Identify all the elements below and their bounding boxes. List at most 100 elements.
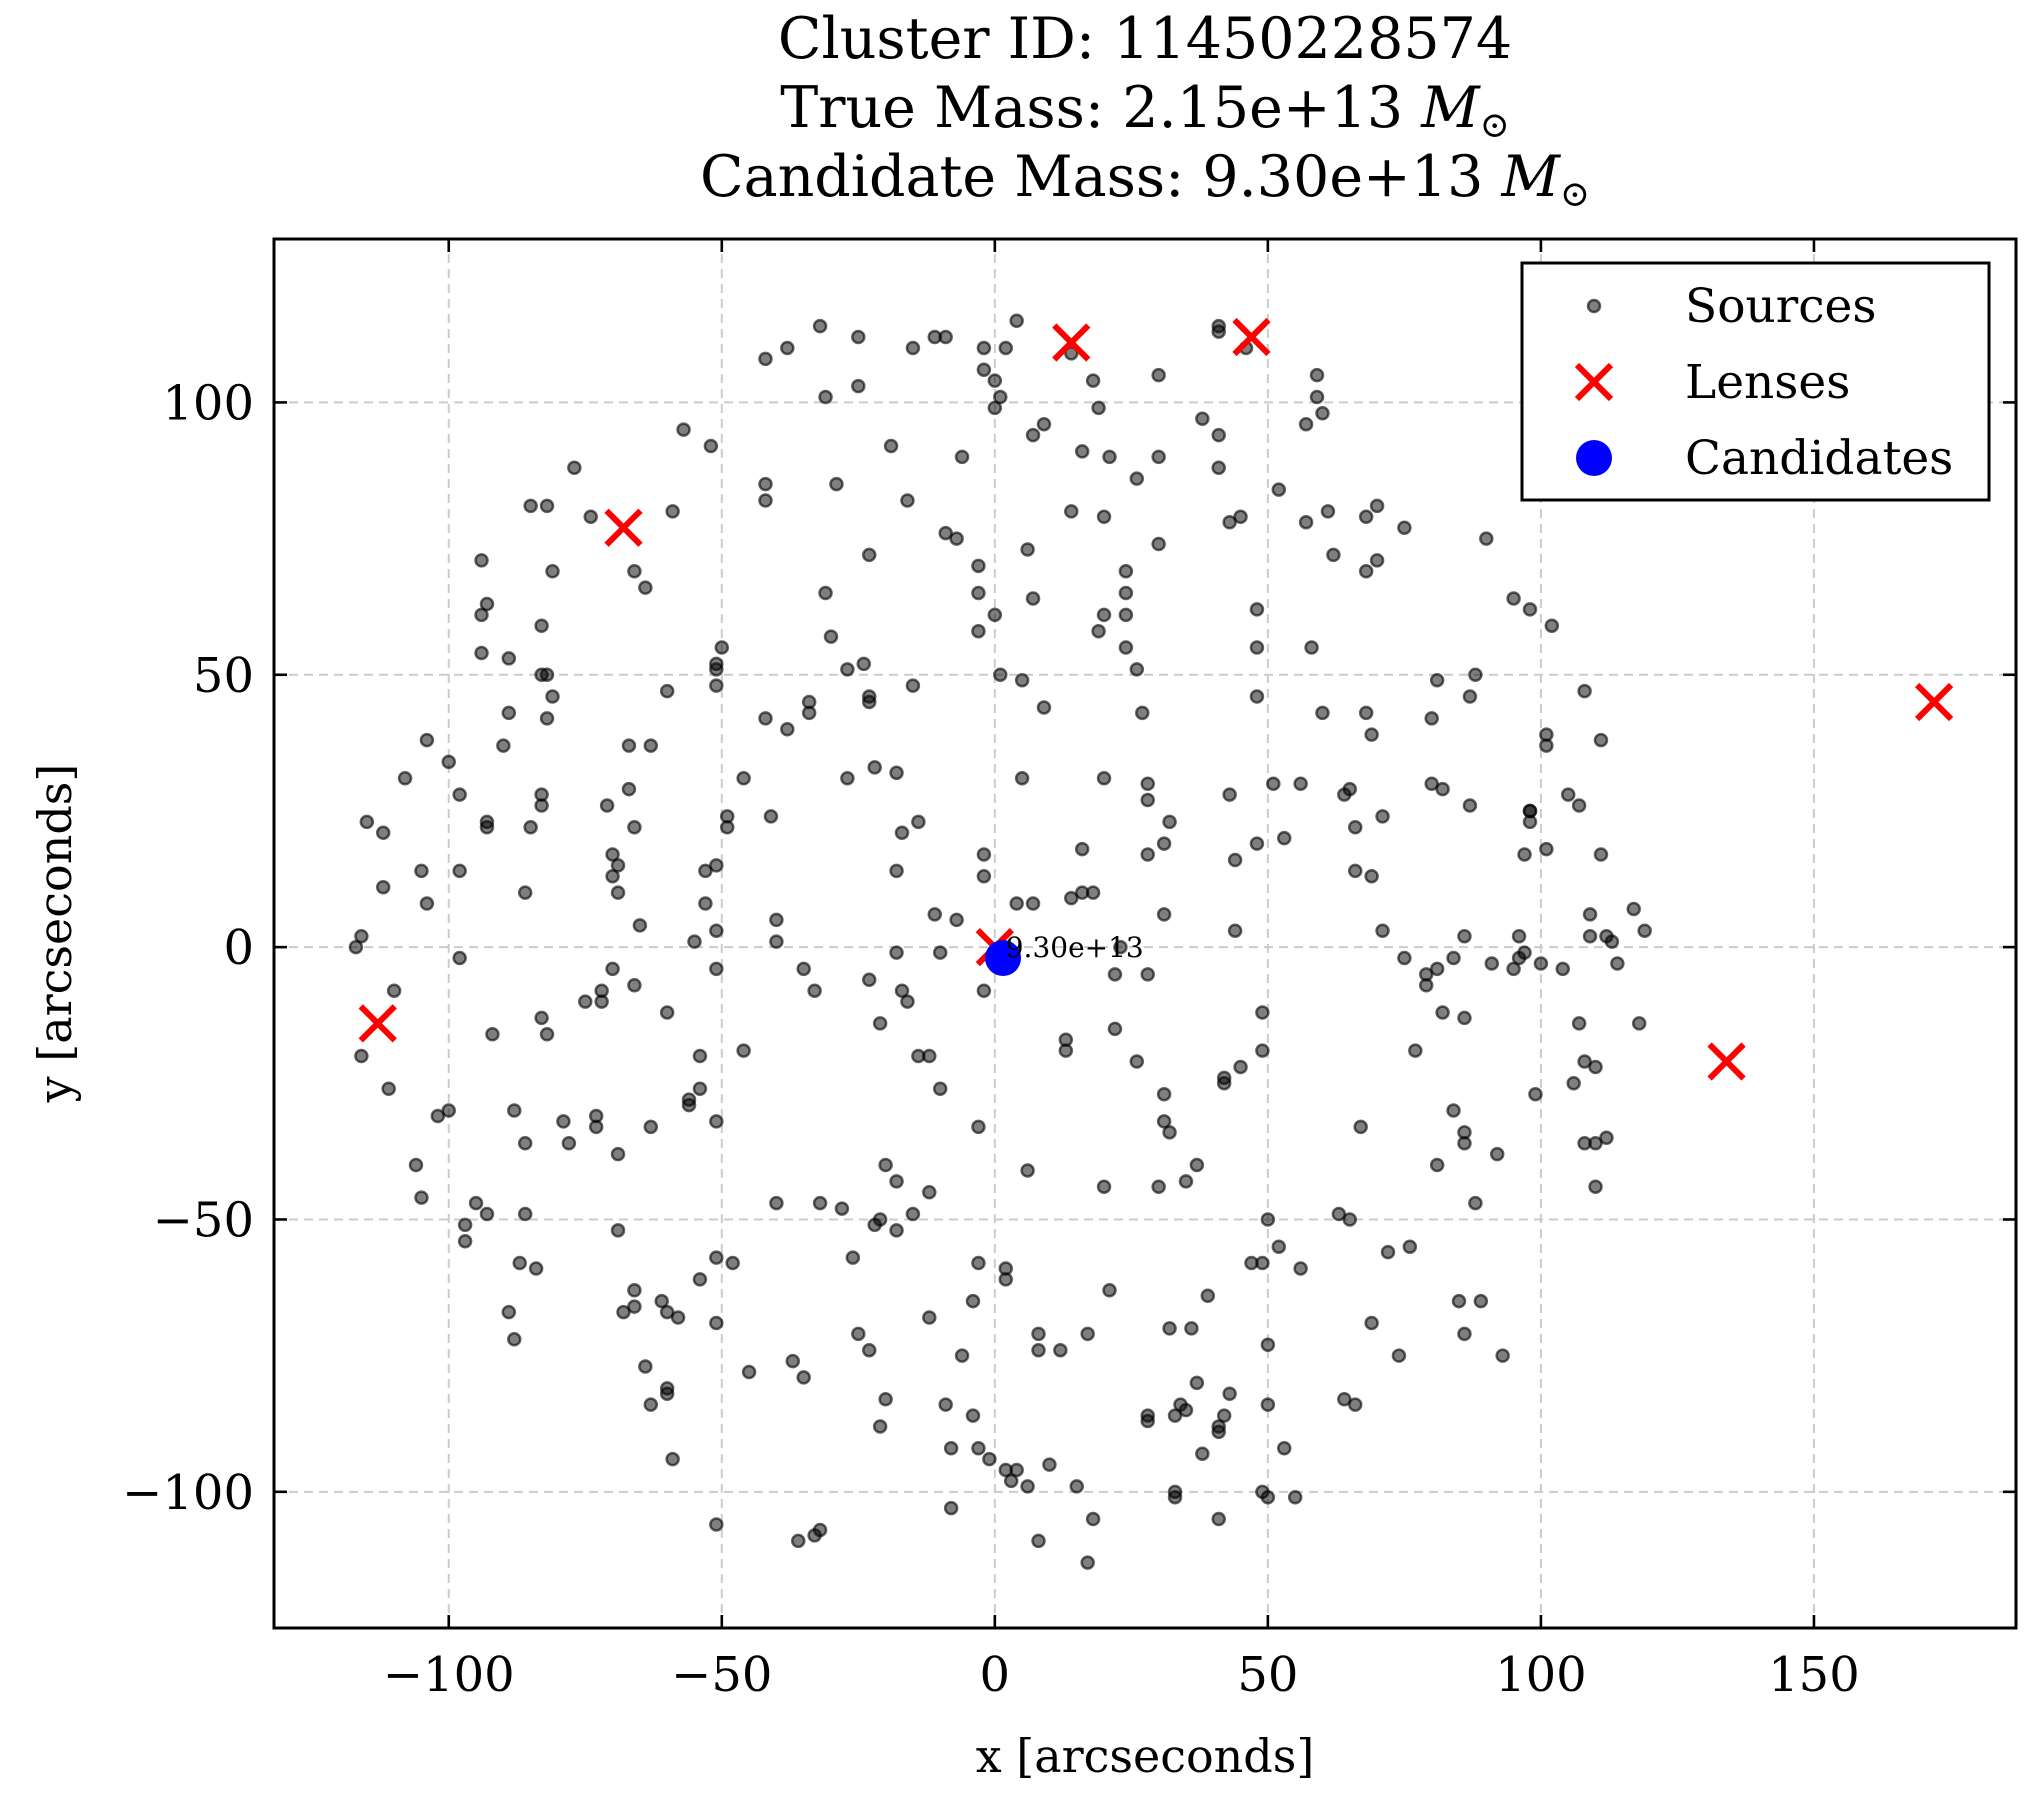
source-point — [1118, 585, 1134, 601]
source-point — [479, 820, 495, 835]
source-point — [861, 689, 877, 704]
source-point — [889, 765, 904, 781]
source-point — [1113, 939, 1128, 955]
source-point — [927, 907, 943, 922]
source-point — [1517, 847, 1532, 862]
source-point — [943, 1440, 959, 1456]
source-point — [1216, 1408, 1232, 1423]
lens-stroke — [604, 508, 643, 547]
source-point — [1178, 1402, 1194, 1418]
source-point — [1080, 1326, 1095, 1342]
source-point — [1446, 1103, 1461, 1118]
y-tick-label: −50 — [153, 1192, 254, 1248]
source-point — [457, 1234, 473, 1249]
source-point — [1582, 928, 1598, 944]
source-point — [1167, 1484, 1183, 1500]
lens-stroke — [1707, 1042, 1746, 1081]
source-point — [1457, 1326, 1472, 1342]
source-point — [976, 847, 992, 862]
source-point — [851, 329, 866, 345]
source-point — [1151, 449, 1166, 465]
source-point — [692, 1081, 708, 1096]
source-point — [812, 1195, 828, 1211]
source-point — [643, 1397, 659, 1412]
source-point — [1118, 640, 1134, 655]
source-point — [709, 678, 724, 693]
source-point — [621, 781, 637, 797]
lens-stroke — [1052, 323, 1091, 362]
source-point — [441, 1103, 456, 1118]
source-point — [512, 1255, 527, 1271]
source-point — [780, 721, 795, 737]
annotations: 9.30e+13 — [1006, 931, 1144, 964]
source-point — [534, 618, 549, 633]
source-point — [1479, 531, 1494, 546]
source-point — [1156, 836, 1172, 851]
source-point — [1397, 950, 1412, 966]
source-point — [1484, 956, 1500, 971]
source-point — [381, 1081, 396, 1096]
source-point — [709, 1114, 724, 1129]
source-point — [1156, 1086, 1172, 1102]
source-point — [823, 629, 839, 644]
source-point — [1085, 1511, 1101, 1527]
source-point — [1009, 896, 1024, 911]
source-point — [1129, 662, 1145, 677]
source-point — [1599, 1130, 1614, 1146]
source-point — [1178, 1174, 1194, 1189]
source-point — [627, 1283, 642, 1298]
source-point — [452, 950, 467, 966]
source-point — [698, 896, 713, 911]
source-point — [1211, 1424, 1226, 1440]
source-point — [1249, 689, 1265, 704]
source-point — [1593, 732, 1609, 748]
source-point — [594, 983, 609, 998]
source-point — [474, 607, 489, 623]
source-point — [1604, 934, 1620, 949]
source-point — [1255, 1005, 1270, 1020]
source-point — [621, 738, 637, 753]
source-point — [1156, 1114, 1172, 1129]
source-point — [610, 1146, 626, 1162]
source-point — [659, 1304, 675, 1320]
source-point — [801, 705, 817, 721]
source-point — [654, 1293, 669, 1309]
source-point — [1014, 771, 1030, 786]
source-point — [905, 340, 921, 356]
source-point — [1511, 928, 1527, 944]
lens-marker — [1052, 323, 1091, 362]
source-point — [872, 1016, 888, 1031]
source-point — [1588, 1179, 1603, 1195]
source-point — [1446, 950, 1461, 966]
lens-marker — [1914, 682, 1954, 722]
source-point — [878, 1157, 893, 1173]
source-point — [1260, 1212, 1276, 1227]
source-point — [539, 711, 555, 726]
source-point — [758, 351, 773, 367]
x-tick-label: −100 — [383, 1647, 515, 1703]
source-point — [971, 623, 986, 639]
source-point — [1631, 1016, 1647, 1031]
source-point — [1408, 1043, 1423, 1058]
source-point — [588, 1119, 604, 1135]
source-point — [971, 558, 986, 574]
source-point — [1271, 482, 1287, 497]
source-point — [1031, 1326, 1046, 1342]
source-point — [408, 1157, 424, 1173]
source-point — [1266, 776, 1281, 791]
source-point — [539, 1027, 555, 1042]
source-point — [1320, 504, 1336, 519]
source-point — [1222, 514, 1237, 530]
source-point — [638, 1359, 653, 1374]
source-point — [1200, 1288, 1216, 1303]
source-point — [1129, 471, 1145, 486]
source-point — [709, 923, 724, 939]
source-point — [1424, 776, 1439, 791]
source-point — [698, 863, 713, 879]
source-point — [1162, 814, 1177, 830]
source-point — [1522, 602, 1538, 617]
source-point — [1020, 542, 1035, 557]
source-point — [965, 1293, 981, 1309]
source-point — [1140, 1413, 1155, 1429]
